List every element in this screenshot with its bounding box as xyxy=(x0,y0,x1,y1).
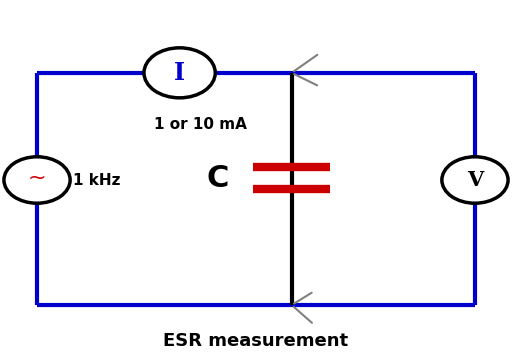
Circle shape xyxy=(144,48,215,98)
Text: 1 or 10 mA: 1 or 10 mA xyxy=(154,117,246,132)
Text: ESR measurement: ESR measurement xyxy=(163,332,349,350)
Text: V: V xyxy=(467,170,483,190)
Text: ~: ~ xyxy=(28,168,47,188)
Circle shape xyxy=(4,157,70,203)
Text: C: C xyxy=(207,164,229,193)
Text: I: I xyxy=(174,61,185,85)
Text: 1 kHz: 1 kHz xyxy=(73,172,120,188)
Circle shape xyxy=(442,157,508,203)
